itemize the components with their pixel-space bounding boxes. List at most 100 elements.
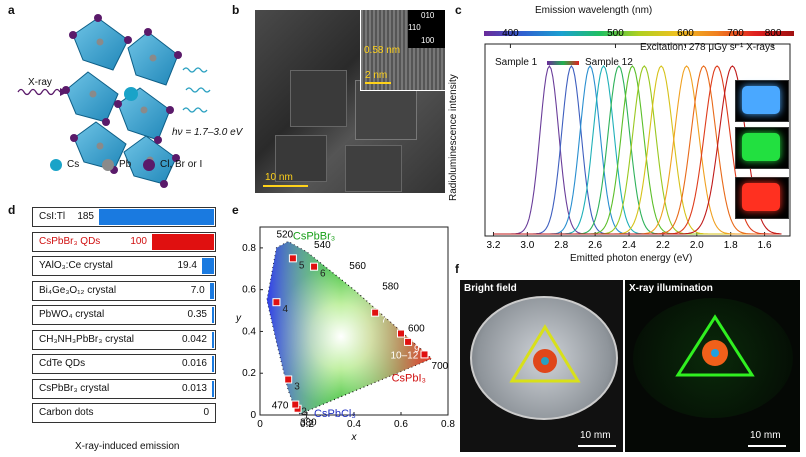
wavelength-label: 470 bbox=[272, 401, 289, 412]
wavelength-label: 540 bbox=[314, 240, 331, 251]
atom-legend: Cs Pb Cl, Br or I bbox=[50, 158, 230, 174]
bar-value-label: 0.042 bbox=[181, 333, 207, 345]
point-label: 3 bbox=[294, 381, 300, 392]
bar bbox=[212, 307, 214, 323]
legend-pb-label: Pb bbox=[119, 159, 132, 170]
bar-row: CdTe QDs 0.016 bbox=[32, 354, 216, 374]
wavelength-label: 560 bbox=[349, 261, 366, 272]
bar-category-label: CH₃NH₃PbBr₃ crystal bbox=[39, 333, 135, 345]
nanocube-4 bbox=[345, 145, 402, 192]
emission-x-label: X-ray-induced emission bbox=[75, 441, 180, 452]
y-tick-label: 0.4 bbox=[242, 326, 256, 337]
point-label: 4 bbox=[282, 304, 288, 315]
tem-scale-bar bbox=[263, 185, 308, 187]
panel-letter-e: e bbox=[232, 203, 239, 217]
cesium-atom bbox=[124, 87, 138, 101]
lattice-spacing-label: 0.58 nm bbox=[364, 45, 401, 56]
bar-category-label: Bi₄Ge₃O₁₂ crystal bbox=[39, 284, 117, 296]
xray-illumination-title: X-ray illumination bbox=[629, 283, 713, 294]
bar-value-label: 0.35 bbox=[187, 309, 207, 320]
sample-gradient-arrow bbox=[547, 61, 579, 65]
emission-swatch-blue bbox=[735, 80, 789, 122]
sample-start-label: Sample 1 bbox=[495, 57, 538, 68]
bar-category-label: YAlO₃:Ce crystal bbox=[39, 260, 113, 271]
x-tick-label: 2.6 bbox=[588, 240, 602, 251]
bar-row: CsPbBr₃ QDs 100 bbox=[32, 231, 216, 252]
bar-category-label: Carbon dots bbox=[39, 407, 94, 418]
excitation-annotation: Excitation: 278 μGy s⁻¹ X-rays bbox=[640, 42, 775, 53]
wavelength-label: 380 bbox=[300, 417, 317, 428]
wavelength-label: 700 bbox=[432, 361, 449, 372]
plot-frame bbox=[484, 43, 791, 237]
tem-image: 010 110 100 0.58 nm 2 nm 10 nm bbox=[255, 10, 445, 193]
x-tick-label: 2.0 bbox=[690, 240, 704, 251]
data-point bbox=[404, 337, 413, 346]
bar-row: PbWO₄ crystal 0.35 bbox=[32, 305, 216, 325]
pb-legend-icon bbox=[102, 159, 114, 171]
bright-field-scale-label: 10 mm bbox=[580, 430, 611, 441]
bar-row: CH₃NH₃PbBr₃ crystal 0.042 bbox=[32, 329, 216, 350]
hrtem-inset: 010 110 100 0.58 nm 2 nm bbox=[360, 10, 445, 91]
legend-cs-label: Cs bbox=[67, 159, 80, 170]
nanocube-3 bbox=[275, 135, 327, 182]
swatch-glow-blue bbox=[742, 86, 780, 114]
x-tick-label: 0.2 bbox=[300, 419, 314, 430]
panel-letter-c: c bbox=[455, 3, 462, 17]
bar-value-label: 0.013 bbox=[181, 382, 207, 394]
region-label-green: CsPbBr₃ bbox=[293, 231, 335, 243]
point-label: 10–12 bbox=[391, 350, 419, 361]
inset-scale-bar bbox=[365, 82, 391, 84]
bar bbox=[201, 258, 214, 274]
wavelength-label: 600 bbox=[408, 323, 425, 334]
radiation-triangle-xray bbox=[675, 314, 755, 377]
x-tick-label: 1.8 bbox=[724, 240, 738, 251]
tem-scale-label: 10 nm bbox=[265, 172, 293, 183]
halide-legend-icon bbox=[143, 159, 155, 171]
data-point bbox=[284, 375, 293, 384]
bar-row: Bi₄Ge₃O₁₂ crystal 7.0 bbox=[32, 280, 216, 301]
bright-field-photo: Bright field 10 mm bbox=[460, 280, 623, 452]
xray-illumination-photo: X-ray illumination 10 mm bbox=[625, 280, 800, 452]
radioluminescence-chart: 400 500 600 700 800 3.2 3.0 2.8 2.6 2.4 2.2 2.0 1.8 1… bbox=[484, 28, 791, 251]
bar-value-label: 19.4 bbox=[177, 260, 197, 271]
x-tick-label: 3.2 bbox=[487, 240, 501, 251]
data-point bbox=[371, 308, 380, 317]
radioluminescence-y-label: Radioluminescence intensity bbox=[448, 74, 459, 201]
x-tick-label: 2.8 bbox=[554, 240, 568, 251]
xray-scale-bar bbox=[748, 445, 786, 447]
incoming-xray-wave bbox=[17, 88, 61, 96]
data-point bbox=[310, 262, 319, 271]
inset-scale-label: 2 nm bbox=[365, 70, 388, 81]
emitted-light-waves bbox=[182, 67, 211, 113]
y-tick-label: 0.6 bbox=[242, 285, 256, 296]
bar bbox=[99, 209, 214, 225]
xray-label: X-ray bbox=[28, 77, 52, 88]
data-point bbox=[272, 298, 281, 307]
point-label: 7 bbox=[381, 315, 387, 326]
emission-wavelength-axis-label: Emission wavelength (nm) bbox=[535, 5, 653, 16]
fft-label-010: 010 bbox=[421, 11, 435, 20]
panel-letter-a: a bbox=[8, 3, 15, 17]
x-tick-label: 0.6 bbox=[394, 419, 408, 430]
x-tick-label: 0.4 bbox=[347, 419, 361, 430]
bar-value-label: 100 bbox=[130, 235, 147, 247]
chromaticity-overlay bbox=[267, 241, 432, 414]
bar-category-label: CdTe QDs bbox=[39, 358, 86, 369]
bar-value-label: 185 bbox=[77, 211, 94, 222]
swatch-glow-green bbox=[742, 133, 780, 161]
bar bbox=[152, 233, 214, 250]
x-tick-label: 2.4 bbox=[622, 240, 636, 251]
data-point bbox=[397, 329, 405, 338]
legend-halide-label: Cl, Br or I bbox=[160, 159, 203, 170]
photon-energy-label: hν = 1.7–3.0 eV bbox=[172, 127, 243, 138]
series-line-12 bbox=[493, 65, 782, 235]
bar-row: CsI:Tl 185 bbox=[32, 207, 216, 227]
top-tick-label: 700 bbox=[727, 28, 744, 39]
bar bbox=[212, 356, 214, 372]
bar-category-label: PbWO₄ crystal bbox=[39, 309, 105, 320]
x-tick-label: 2.2 bbox=[656, 240, 670, 251]
sample-end-label: Sample 12 bbox=[585, 57, 633, 68]
cs-legend-icon bbox=[50, 159, 62, 171]
x-axis-label: x bbox=[351, 432, 358, 443]
point-label: 2 bbox=[301, 407, 307, 418]
